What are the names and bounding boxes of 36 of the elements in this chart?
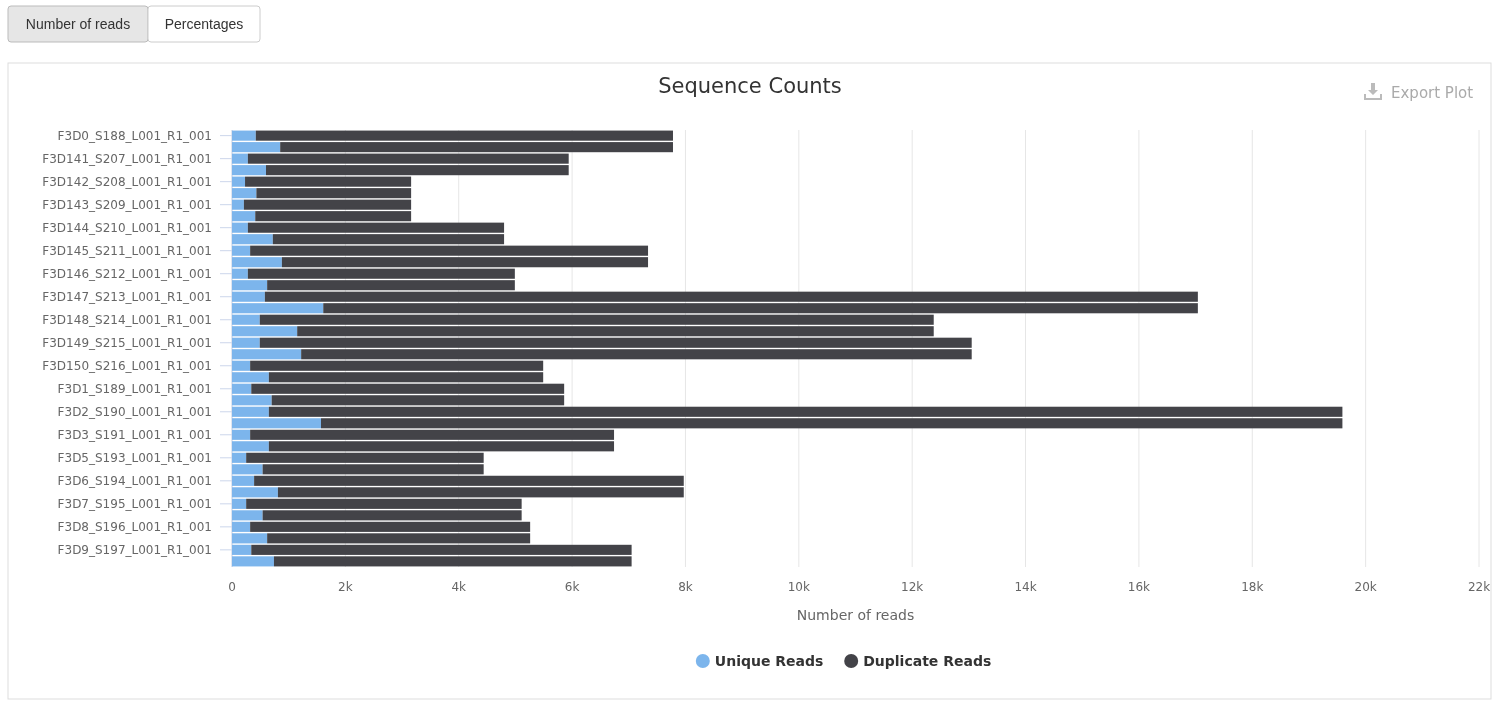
- y-tick-label: F3D144_S210_L001_R1_001: [42, 220, 212, 235]
- x-tick-label: 20k: [1354, 580, 1377, 594]
- x-tick-label: 6k: [564, 580, 580, 594]
- y-tick-label: F3D0_S188_L001_R1_001: [57, 128, 212, 143]
- y-tick-label: F3D1_S189_L001_R1_001: [57, 381, 212, 396]
- x-tick-label: 16k: [1127, 580, 1151, 594]
- y-tick-label: F3D3_S191_L001_R1_001: [57, 427, 212, 442]
- x-tick-label: 14k: [1014, 580, 1037, 594]
- x-tick-label: 12k: [901, 580, 924, 594]
- y-tick-label: F3D147_S213_L001_R1_001: [42, 289, 212, 304]
- y-tick-label: F3D6_S194_L001_R1_001: [57, 473, 212, 488]
- chart-title: Sequence Counts: [658, 74, 842, 98]
- x-tick-label: 2k: [338, 580, 353, 594]
- y-tick-label: F3D9_S197_L001_R1_001: [57, 542, 212, 557]
- y-tick-label: F3D7_S195_L001_R1_001: [57, 496, 212, 511]
- x-tick-label: 4k: [451, 580, 467, 594]
- y-tick-label: F3D141_S207_L001_R1_001: [42, 151, 212, 166]
- y-tick-label: F3D8_S196_L001_R1_001: [57, 519, 212, 534]
- x-axis-title: Number of reads: [796, 607, 915, 623]
- y-tick-label: F3D146_S212_L001_R1_001: [42, 266, 212, 281]
- y-tick-label: F3D145_S211_L001_R1_001: [42, 243, 212, 258]
- x-tick-label: 0: [228, 580, 236, 594]
- legend-label: Duplicate Reads: [863, 653, 992, 669]
- y-tick-label: F3D149_S215_L001_R1_001: [42, 335, 212, 350]
- y-tick-label: F3D148_S214_L001_R1_001: [42, 312, 212, 327]
- y-tick-label: F3D143_S209_L001_R1_001: [42, 197, 212, 212]
- x-tick-label: 18k: [1241, 580, 1264, 594]
- x-tick-label: 8k: [678, 580, 693, 594]
- y-tick-label: F3D142_S208_L001_R1_001: [42, 174, 212, 189]
- y-tick-label: F3D150_S216_L001_R1_001: [42, 358, 212, 373]
- legend-label: Unique Reads: [714, 653, 824, 669]
- x-tick-label: 10k: [787, 580, 810, 594]
- y-tick-label: F3D5_S193_L001_R1_001: [57, 450, 212, 465]
- text: Export Plot: [1391, 84, 1474, 102]
- x-tick-label: 22k: [1467, 580, 1491, 594]
- y-tick-label: F3D2_S190_L001_R1_001: [57, 404, 212, 419]
